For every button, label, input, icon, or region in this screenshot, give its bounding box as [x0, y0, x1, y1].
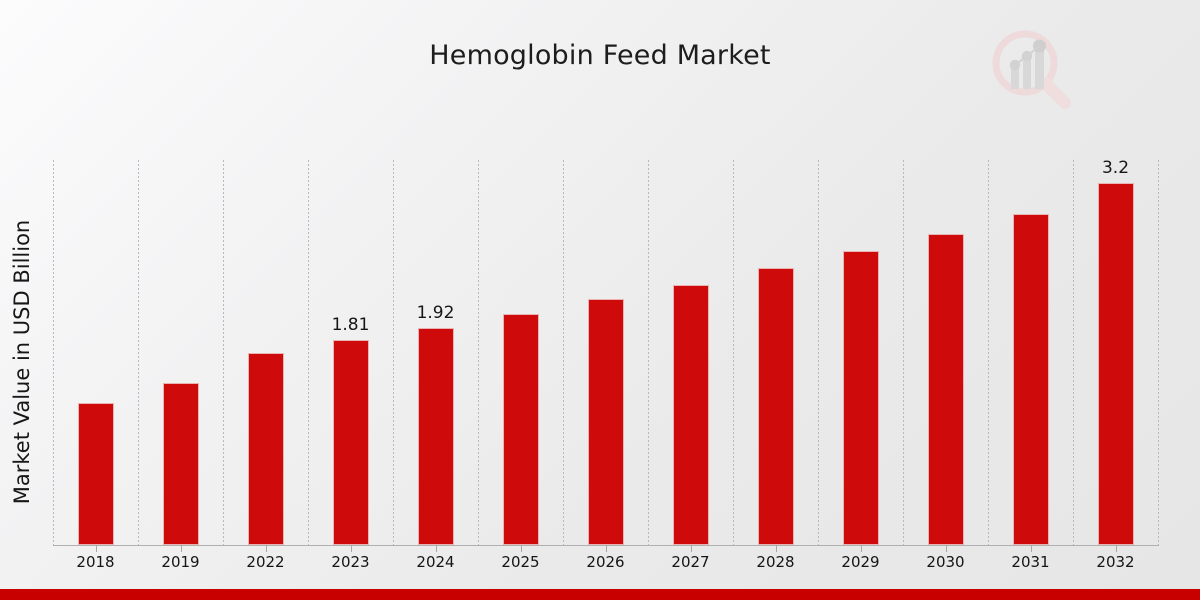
x-axis-tick: [265, 545, 267, 552]
bar[interactable]: [502, 314, 539, 545]
page-title: Hemoglobin Feed Market: [429, 40, 771, 71]
gridline: [308, 160, 309, 545]
bar-slot: 3.2: [1073, 157, 1158, 545]
gridline: [1073, 160, 1074, 545]
x-axis-tick: [605, 545, 607, 552]
x-axis-tick: [1115, 545, 1117, 552]
gridline: [478, 160, 479, 545]
bar-slot: [478, 160, 563, 545]
bar[interactable]: [77, 403, 114, 545]
y-axis-label: Market Value in USD Billion: [10, 219, 34, 505]
x-axis-tick-label: 2018: [76, 553, 115, 571]
magnifier-bar-chart-logo-icon: [985, 25, 1075, 115]
x-axis-tick: [1030, 545, 1032, 552]
bar-slot: [818, 160, 903, 545]
gridline: [53, 160, 54, 545]
bar[interactable]: [842, 250, 879, 545]
bar-slot: 1.92: [393, 160, 478, 545]
bar-slot: [138, 160, 223, 545]
gridline: [648, 160, 649, 545]
x-axis-tick: [435, 545, 437, 552]
x-axis-tick: [350, 545, 352, 552]
x-axis-tick-label: 2024: [416, 553, 455, 571]
x-axis-tick-label: 2025: [501, 553, 540, 571]
bar-value-label: 1.92: [416, 302, 455, 323]
bar-value-label: 1.81: [331, 315, 370, 336]
gridline: [223, 160, 224, 545]
x-axis-tick: [945, 545, 947, 552]
bar-slot: [223, 160, 308, 545]
bar-slot: [733, 160, 818, 545]
bar-value-label: 3.2: [1101, 157, 1130, 178]
x-axis-tick-label: 2026: [586, 553, 625, 571]
plot-area: 1.81 1.92 3.2: [53, 157, 1159, 545]
x-axis-tick-label: 2031: [1011, 553, 1050, 571]
bar[interactable]: [247, 352, 284, 545]
bar-slot: [903, 160, 988, 545]
gridline: [818, 160, 819, 545]
gridline: [903, 160, 904, 545]
gridline: [138, 160, 139, 545]
bar[interactable]: [927, 233, 964, 545]
bar[interactable]: [332, 340, 369, 545]
x-axis-tick: [95, 545, 97, 552]
x-axis-tick-label: 2030: [926, 553, 965, 571]
bar-slot: 1.81: [308, 160, 393, 545]
x-axis-tick: [180, 545, 182, 552]
bar[interactable]: [1012, 214, 1049, 545]
gridline: [1158, 160, 1159, 545]
gridline: [393, 160, 394, 545]
bar[interactable]: [417, 327, 454, 545]
bar[interactable]: [587, 299, 624, 545]
gridline: [988, 160, 989, 545]
bar[interactable]: [672, 284, 709, 545]
x-axis-tick-label: 2019: [161, 553, 200, 571]
bar-slot: [648, 160, 733, 545]
bar[interactable]: [757, 267, 794, 545]
x-axis-tick-label: 2023: [331, 553, 370, 571]
x-axis-tick: [520, 545, 522, 552]
x-axis-tick: [690, 545, 692, 552]
x-axis-tick: [775, 545, 777, 552]
x-axis-tick-label: 2022: [246, 553, 285, 571]
bar[interactable]: [1097, 182, 1134, 545]
x-axis-tick-label: 2028: [756, 553, 795, 571]
footer-accent-bar: [0, 589, 1200, 600]
bar-slot: [988, 160, 1073, 545]
bar-slot: [53, 160, 138, 545]
gridline: [733, 160, 734, 545]
bar-slot: [563, 160, 648, 545]
x-axis-tick: [860, 545, 862, 552]
bar[interactable]: [162, 383, 199, 545]
gridline: [563, 160, 564, 545]
x-axis-tick-label: 2029: [841, 553, 880, 571]
x-axis-tick-label: 2027: [671, 553, 710, 571]
x-axis-tick-label: 2032: [1096, 553, 1135, 571]
